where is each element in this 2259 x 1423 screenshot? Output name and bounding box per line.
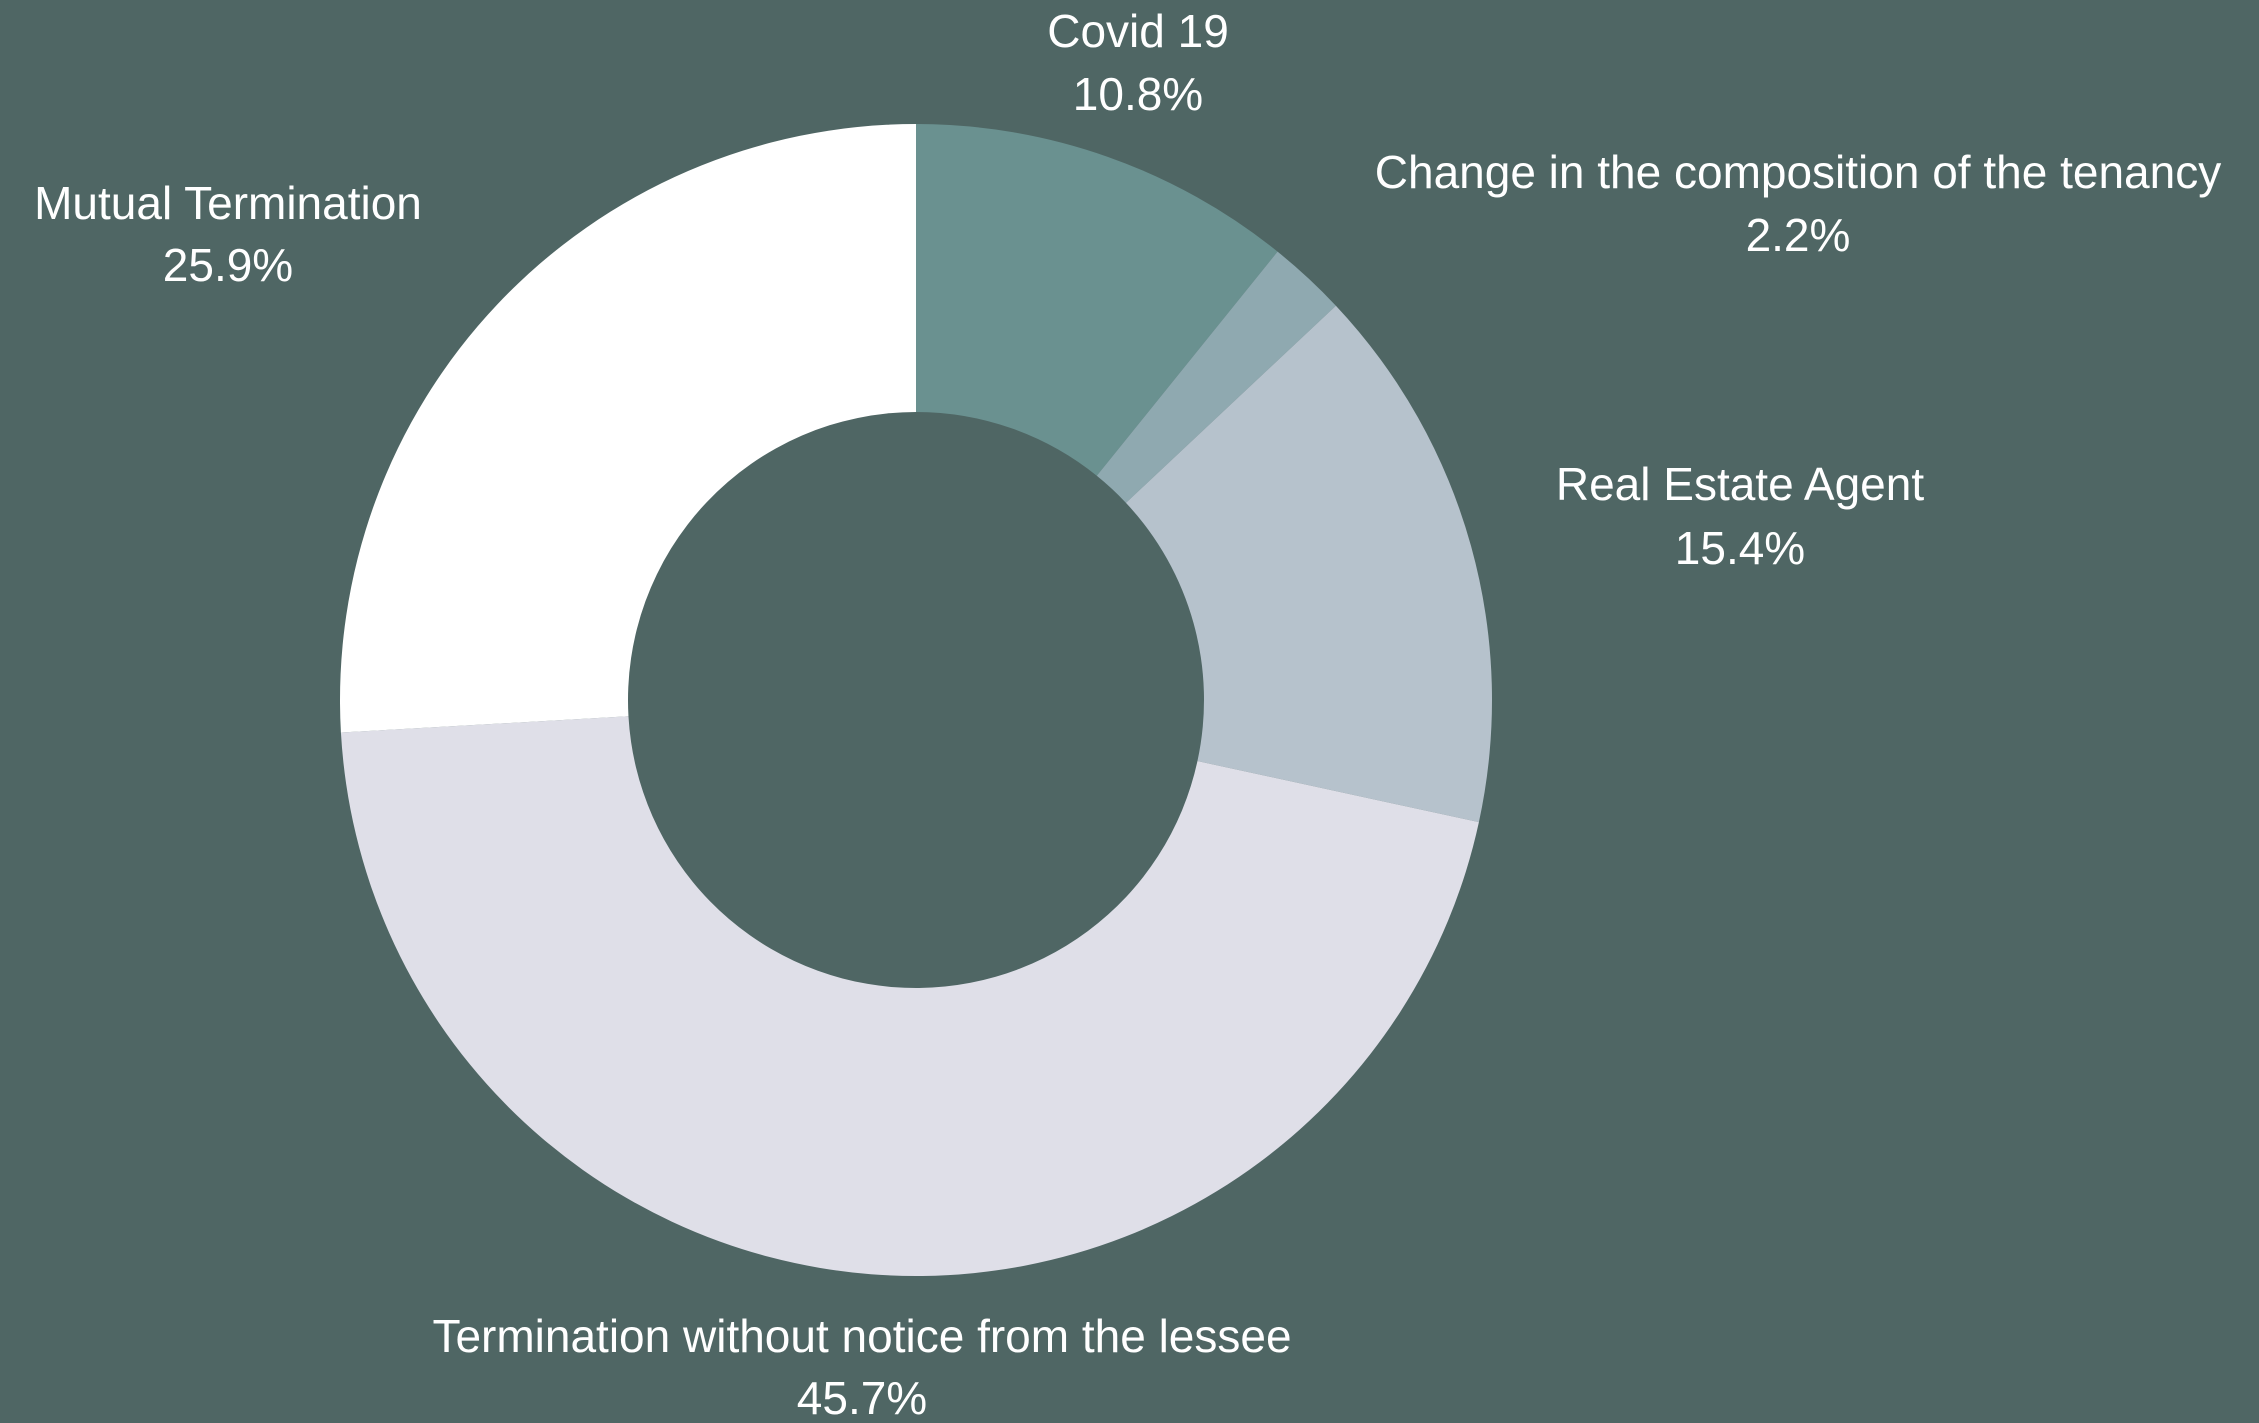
slice-label: Mutual Termination	[34, 177, 422, 229]
slice-label: Termination without notice from the less…	[432, 1310, 1291, 1362]
slice-value-label: 10.8%	[1073, 68, 1203, 120]
slice-label: Real Estate Agent	[1556, 458, 1924, 510]
donut-slice	[340, 124, 916, 733]
slice-value-label: 2.2%	[1746, 209, 1851, 261]
donut-slice	[916, 124, 1278, 476]
slice-value-label: 25.9%	[163, 239, 293, 291]
slice-value-label: 15.4%	[1675, 522, 1805, 574]
slice-value-label: 45.7%	[797, 1372, 927, 1423]
slice-label: Change in the composition of the tenancy	[1375, 146, 2221, 198]
donut-slice	[340, 716, 1479, 1277]
slice-label: Covid 19	[1047, 5, 1229, 57]
donut-slice	[1125, 305, 1493, 823]
donut-slice	[1096, 251, 1336, 503]
